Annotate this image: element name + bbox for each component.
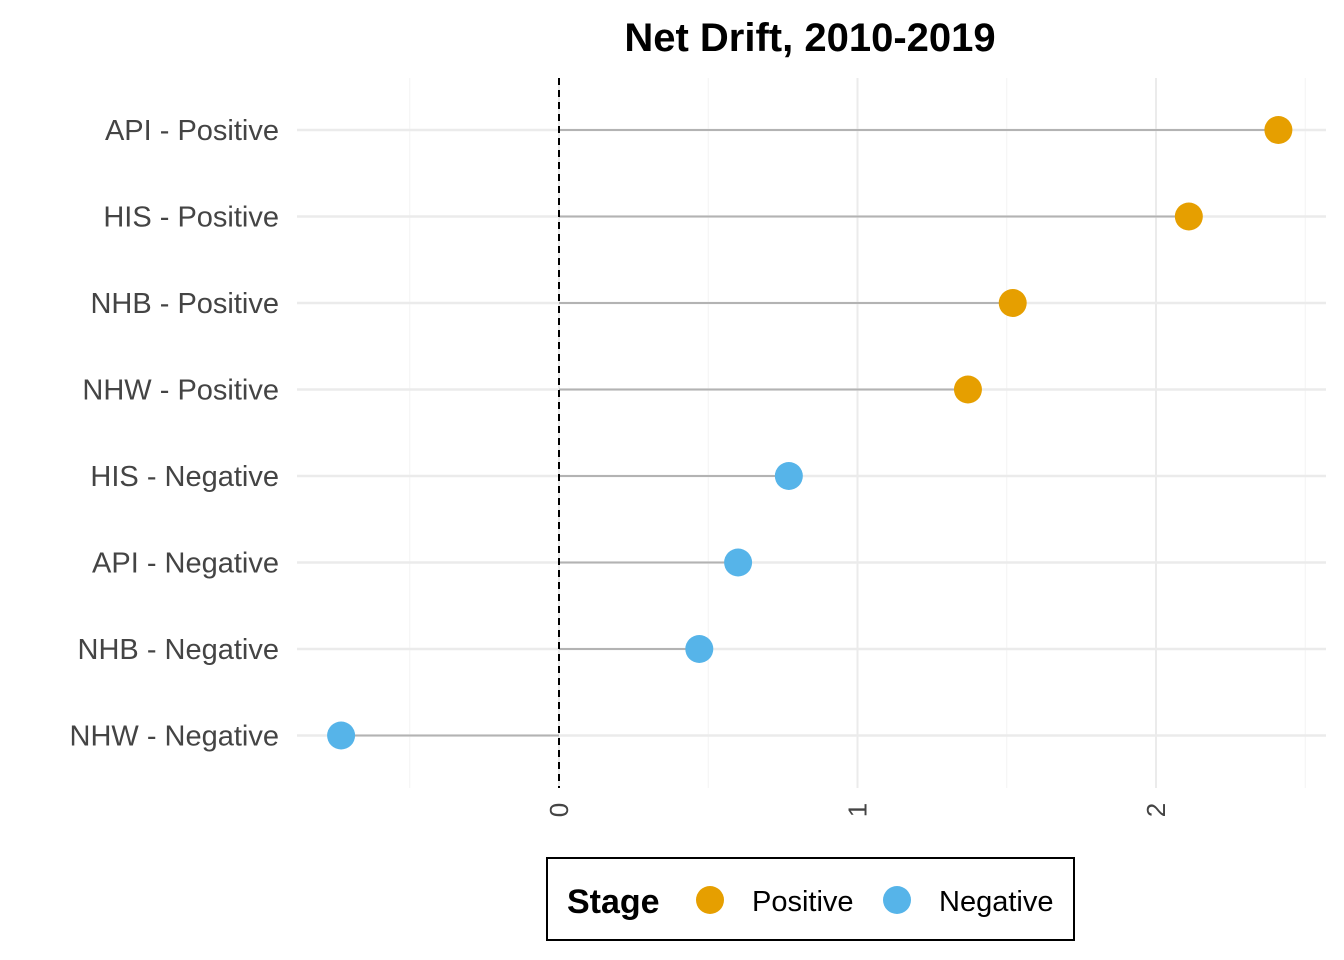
data-point-2 [998,289,1027,317]
legend: Stage Positive Negative [546,857,1075,941]
y-axis-label-5: API - Negative [92,548,279,580]
legend-label-positive: Positive [752,886,854,918]
chart-title: Net Drift, 2010-2019 [624,16,995,60]
x-tick-label-2: 2 [1141,803,1171,817]
y-axis-label-1: HIS - Positive [103,202,279,234]
x-tick-label-0: 0 [544,803,574,817]
legend-swatch-negative [883,886,911,914]
data-point-3 [953,375,982,404]
data-point-7 [327,721,356,750]
legend-items: Positive Negative [696,886,1053,918]
data-point-5 [724,548,753,577]
y-axis-label-7: NHW - Negative [70,721,280,753]
y-axis-labels: API - Positive HIS - Positive NHB - Positi… [70,115,280,753]
data-point-6 [685,635,714,663]
data-points [327,116,1293,750]
data-point-0 [1264,116,1293,144]
lollipop-segments [341,129,1279,737]
legend-title: Stage [567,883,660,921]
x-tick-label-1: 1 [843,803,873,817]
x-axis-tick-labels: 0 1 2 [544,803,1171,817]
legend-swatch-positive [696,886,724,914]
legend-box [546,857,1075,941]
y-axis-label-2: NHB - Positive [90,288,279,320]
y-axis-label-0: API - Positive [105,115,279,147]
y-axis-label-3: NHW - Positive [82,375,279,407]
legend-label-negative: Negative [939,886,1053,918]
y-axis-label-4: HIS - Negative [90,461,279,493]
data-point-4 [774,462,803,490]
grid [297,78,1326,788]
y-axis-label-6: NHB - Negative [78,634,279,666]
data-point-1 [1174,202,1203,231]
